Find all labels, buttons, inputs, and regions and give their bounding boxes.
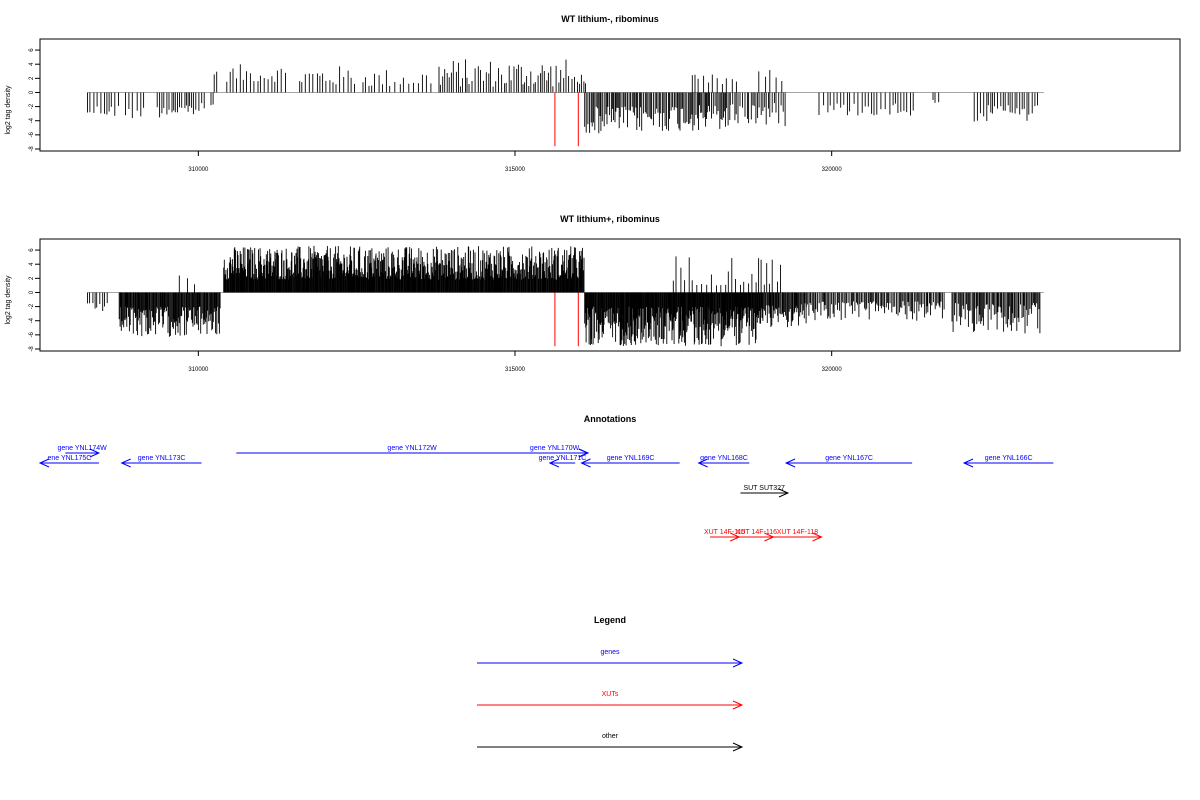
x-tick-label: 315000 — [505, 167, 526, 173]
annotation-label: gene YNL168C — [700, 455, 748, 462]
plot-frame — [39, 38, 1181, 152]
y-tick-label: 2 — [29, 76, 35, 80]
annotations-title: Annotations — [584, 414, 637, 424]
legend-item: other — [477, 733, 744, 752]
bars-layer — [87, 59, 1038, 134]
legend-arrow-head — [732, 742, 744, 752]
annotation-gene: gene YNL167C — [784, 455, 913, 468]
annotation-label: gene YNL166C — [985, 455, 1033, 462]
y-tick-label: -6 — [29, 332, 35, 338]
y-tick-label: 0 — [29, 290, 35, 294]
arrow-head — [962, 458, 974, 468]
y-tick-label: -8 — [29, 346, 35, 352]
annotation-other: SUT SUT327 — [740, 485, 790, 498]
legend-panel: Legend genes XUTs other — [477, 615, 744, 752]
annotation-label: XUT 14F-118 — [777, 529, 818, 536]
arrow-head — [89, 448, 101, 458]
red-bars-layer — [554, 92, 579, 147]
chart-title: WT lithium-, ribominus — [561, 14, 659, 24]
annotation-label: gene YNL170W — [530, 445, 580, 452]
legend-item: XUTs — [477, 691, 744, 710]
legend-title: Legend — [594, 615, 626, 625]
legend-arrow-head — [732, 658, 744, 668]
annotation-label: gene YNL172W — [387, 445, 437, 452]
legend-label: other — [602, 733, 619, 740]
legend-label: genes — [600, 649, 620, 656]
legend-label: XUTs — [602, 691, 619, 698]
arrow-head — [120, 458, 131, 468]
annotation-gene: gene YNL168C — [697, 455, 750, 468]
legend-arrow-head — [732, 700, 744, 710]
annotation-label: XUT 14F-115 — [704, 529, 745, 536]
arrow-head — [784, 458, 796, 468]
y-axis: -8 -6 -4 -2 0 2 4 6 — [29, 48, 40, 152]
chart-panel-lithium-minus: WT lithium-, ribominus log2 tag density … — [5, 14, 1181, 173]
annotation-gene: gene YNL166C — [962, 455, 1054, 468]
arrow-head — [580, 458, 591, 468]
x-tick-label: 320000 — [822, 367, 843, 373]
y-axis-label: log2 tag density — [5, 85, 12, 135]
chart-panel-lithium-plus: WT lithium+, ribominus log2 tag density … — [5, 214, 1181, 373]
annotation-label: gene YNL174W — [57, 445, 107, 452]
legend-items: genes XUTs other — [477, 649, 744, 752]
x-tick-label: 310000 — [188, 167, 209, 173]
legend-item: genes — [477, 649, 744, 668]
x-tick-label: 320000 — [822, 167, 843, 173]
y-tick-label: 2 — [29, 276, 35, 280]
chart-title: WT lithium+, ribominus — [560, 214, 660, 224]
y-tick-label: 4 — [29, 62, 35, 66]
y-tick-label: 0 — [29, 90, 35, 94]
y-tick-label: 6 — [29, 248, 35, 252]
y-tick-label: -8 — [29, 146, 35, 152]
annotation-label: gene YNL171C — [539, 455, 587, 462]
x-axis: 310000 315000 320000 — [188, 351, 842, 373]
y-tick-label: 4 — [29, 262, 35, 266]
arrow-head — [38, 458, 50, 468]
bars-layer — [87, 245, 1041, 347]
annotation-gene: gene YNL174W — [57, 445, 107, 458]
y-axis-label: log2 tag density — [5, 275, 12, 325]
annotation-gene: gene YNL170W — [521, 445, 590, 458]
annotation-xut: XUT 14F-118 — [773, 529, 823, 542]
y-tick-label: -2 — [29, 103, 35, 109]
annotation-gene: ene YNL175C — [38, 455, 99, 468]
red-bars-layer — [554, 292, 579, 347]
annotation-xut: XUT 14F-116 — [736, 529, 777, 542]
arrow-head — [548, 458, 560, 468]
arrow-head — [578, 448, 590, 458]
x-tick-label: 310000 — [188, 367, 209, 373]
annotation-label: XUT 14F-116 — [736, 529, 777, 536]
y-tick-label: -2 — [29, 303, 35, 309]
annotation-label: SUT SUT327 — [743, 485, 785, 492]
y-tick-label: 6 — [29, 48, 35, 52]
arrow-head — [812, 532, 823, 542]
y-tick-label: -4 — [29, 317, 35, 323]
annotation-features: gene YNL174W ene YNL175C gene YNL173C gene … — [38, 445, 1054, 542]
plot-frame — [39, 238, 1181, 352]
annotation-gene: gene YNL171C — [539, 455, 587, 468]
x-axis: 310000 315000 320000 — [188, 151, 842, 173]
annotation-gene: gene YNL169C — [580, 455, 680, 468]
annotation-label: gene YNL173C — [138, 455, 186, 462]
y-axis: -8 -6 -4 -2 0 2 4 6 — [29, 248, 40, 352]
arrow-head — [697, 458, 708, 468]
annotation-label: ene YNL175C — [48, 455, 92, 462]
arrow-head — [778, 488, 790, 498]
annotation-gene: gene YNL173C — [120, 455, 202, 468]
y-tick-label: -4 — [29, 117, 35, 123]
y-tick-label: -6 — [29, 132, 35, 138]
annotation-label: gene YNL169C — [607, 455, 655, 462]
x-tick-label: 315000 — [505, 367, 526, 373]
annotation-label: gene YNL167C — [825, 455, 873, 462]
